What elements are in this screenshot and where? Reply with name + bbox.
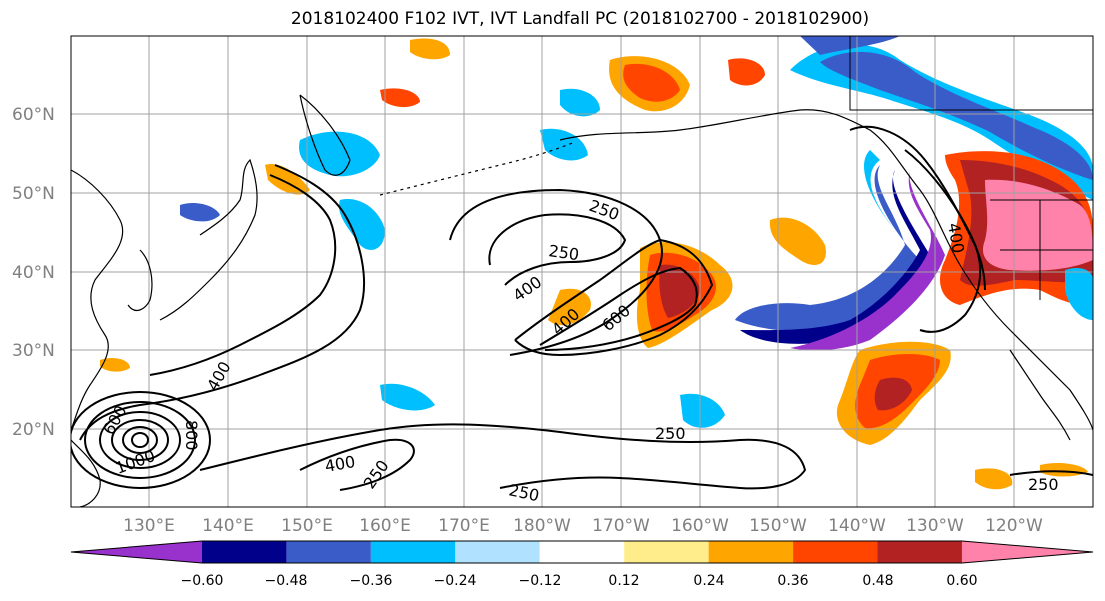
coastlines [71,94,1093,507]
colorbar-segment [962,541,1093,563]
contour-label: 250 [547,241,580,264]
kamchatka-coast [299,94,351,176]
colorbar-segment [286,541,371,563]
contour-400-west [149,174,337,376]
aleutian-chain [379,141,576,196]
asia-coast [71,169,124,431]
colorbar-outline [70,540,1094,564]
colorbar-tick-label: 0.24 [693,573,724,589]
lon-label: 130°W [906,516,964,536]
colorbar-segment [624,541,709,563]
colorbar-tick-label: 0.60 [946,573,977,589]
lon-label: 180°W [513,516,571,536]
typhoon-contour-4 [111,419,169,461]
lon-label: 140°W [828,516,886,536]
typhoon-contour-2 [84,401,196,479]
colorbar-segment [539,541,625,563]
contour-250-se [1009,470,1093,476]
colorbar-tick-label: −0.12 [519,573,562,589]
lat-label: 40°N [12,263,55,283]
colorbar-segment [202,541,287,563]
lon-label: 170°E [438,516,490,536]
colorbar-segment [455,541,540,563]
contour-400-east [904,149,986,291]
lon-label: 140°E [202,516,254,536]
colorbar-tick-label: 0.36 [777,573,808,589]
contour-label: 800 [182,420,201,451]
typhoon-contour-3 [99,411,181,469]
lon-label: 150°W [749,516,807,536]
contour-250-west [79,164,366,441]
colorbar-segment [708,541,794,563]
korea-coast [127,249,153,312]
contour-400-pacific [514,238,714,357]
political-boundaries [849,36,1093,300]
colorbar-tick-label: −0.60 [181,573,224,589]
colorbar-tick-label: −0.24 [434,573,477,589]
lat-label: 20°N [12,420,55,440]
ivt-contours [71,125,1093,491]
japan-coast [159,158,258,321]
colorbar-segment [793,541,878,563]
lat-labels: 60°N 50°N 40°N 30°N 20°N [12,105,55,440]
lat-label: 60°N [12,105,55,125]
lat-label: 50°N [12,184,55,204]
contour-600-pacific [539,266,698,351]
map-title: 2018102400 F102 IVT, IVT Landfall PC (20… [290,9,870,29]
alaska-coast [559,109,1093,431]
baja-coast [1009,349,1071,441]
colorbar-segment [71,541,202,563]
colorbar-tick-label: 0.48 [862,573,893,589]
contour-label: 250 [655,424,686,443]
contour-250-inner [488,213,627,286]
ivt-anomaly-fill [100,36,1093,490]
colorbar-tick-labels: −0.60 −0.48 −0.36 −0.24 −0.12 0.12 0.24 … [181,573,978,589]
colorbar-segment [877,541,962,563]
typhoon-contour-5 [122,426,158,454]
lon-label: 150°E [281,516,333,536]
lat-label: 30°N [12,341,55,361]
colorbar-segment [370,541,456,563]
colorbar-tick-label: −0.36 [350,573,393,589]
lon-label: 160°W [671,516,729,536]
colorbar [70,540,1094,564]
colorbar-tick-label: −0.48 [265,573,308,589]
contour-400-south [299,438,415,491]
colorbar-tick-label: 0.12 [608,573,639,589]
lon-labels: 130°E 140°E 150°E 160°E 170°E 180°W 170°… [123,516,1043,536]
lon-label: 160°E [359,516,411,536]
lon-label: 170°W [592,516,650,536]
typhoon-contour-6 [131,432,149,448]
lon-label: 130°E [123,516,175,536]
typhoon-contour-1 [71,391,211,489]
map-frame [70,35,1094,508]
contour-label: 250 [1028,475,1059,494]
lon-label: 120°W [985,516,1043,536]
negative-anomaly-arc [735,165,920,332]
contour-250-south [199,423,807,490]
